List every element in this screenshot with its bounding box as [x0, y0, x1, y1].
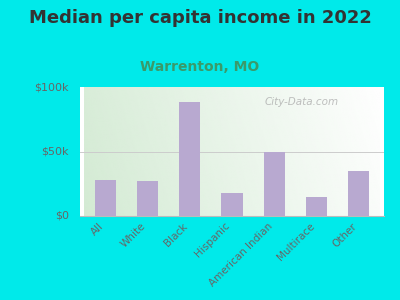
Text: Median per capita income in 2022: Median per capita income in 2022 [28, 9, 372, 27]
Text: Warrenton, MO: Warrenton, MO [140, 60, 260, 74]
Bar [306, 197, 327, 216]
Bar [222, 193, 242, 216]
Text: $50k: $50k [41, 146, 69, 157]
Bar [264, 152, 285, 216]
Text: $100k: $100k [34, 82, 69, 92]
Bar [95, 180, 116, 216]
Text: $0: $0 [55, 211, 69, 221]
Bar [348, 171, 369, 216]
Bar [137, 181, 158, 216]
Text: City-Data.com: City-Data.com [265, 98, 339, 107]
Bar [179, 103, 200, 216]
